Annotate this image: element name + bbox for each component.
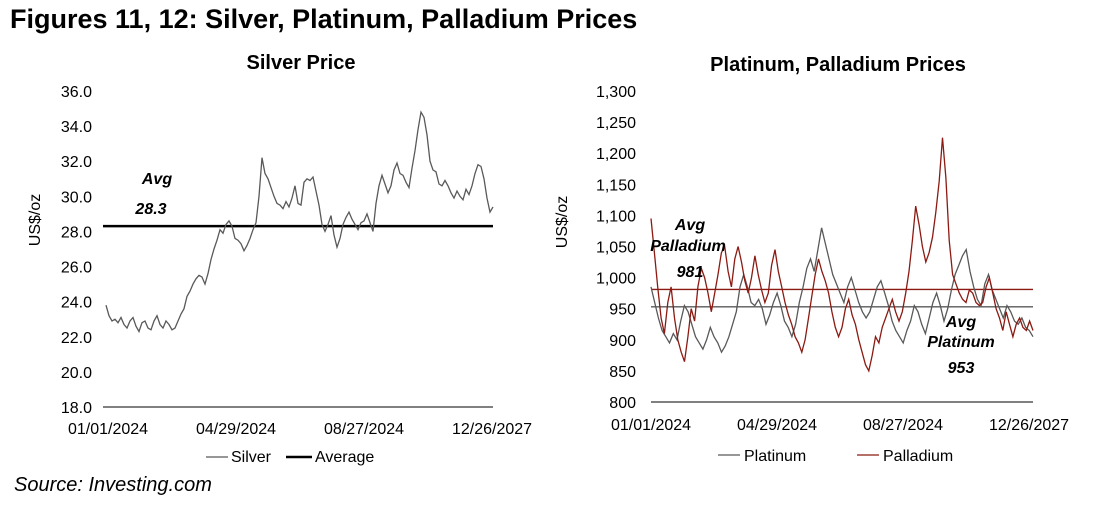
platinum-series-line [650,227,1034,354]
legend-label-platinum: Platinum [744,448,806,465]
pgm-y-tick-label: 1,100 [596,208,636,225]
silver-chart-title: Silver Price [247,52,356,74]
palladium-series-line [650,137,1034,373]
pgm-y-tick-label: 1,050 [596,240,636,257]
pgm-y-ticks: 800 850 900 950 1,000 1,050 1,100 1,150 1,200 1,2… [596,84,636,412]
pgm-x-tick-label: 04/29/2024 [737,417,817,434]
legend-label-silver: Silver [231,449,272,466]
pgm-y-tick-label: 850 [609,364,636,381]
legend-label-palladium: Palladium [883,448,953,465]
pgm-y-tick-label: 950 [609,302,636,319]
silver-x-tick-label: 12/26/2027 [452,421,532,438]
silver-avg-annotation-label: Avg [141,171,172,188]
pgm-y-axis-label: US$/oz [554,196,571,248]
silver-y-tick-label: 30.0 [61,189,92,206]
pgm-chart-title: Platinum, Palladium Prices [710,54,966,76]
silver-x-ticks: 01/01/2024 04/29/2024 08/27/2024 12/26/2027 [68,421,532,438]
pgm-y-tick-label: 1,250 [596,115,636,132]
silver-chart: Silver Price US$/oz 18.0 20.0 22.0 24.0 26.0… [27,52,532,466]
silver-y-tick-label: 26.0 [61,260,92,277]
silver-y-ticks: 18.0 20.0 22.0 24.0 26.0 28.0 30.0 32.0 34.0 36.0 [61,84,92,417]
pgm-y-tick-label: 900 [609,333,636,350]
palladium-avg-annotation-label: Avg [674,217,705,234]
silver-y-tick-label: 18.0 [61,400,92,417]
pgm-x-ticks: 01/01/2024 04/29/2024 08/27/2024 12/26/2027 [611,417,1069,434]
platinum-avg-annotation-name: Platinum [927,334,995,351]
silver-avg-annotation-value: 28.3 [134,201,166,218]
pgm-y-tick-label: 1,000 [596,271,636,288]
pgm-x-tick-label: 08/27/2024 [863,417,943,434]
silver-x-tick-label: 01/01/2024 [68,421,148,438]
palladium-avg-annotation-name: Palladium [650,238,726,255]
silver-series-line [105,110,494,334]
source-note: Source: Investing.com [14,474,212,496]
silver-y-tick-label: 36.0 [61,84,92,101]
silver-y-axis-label: US$/oz [27,194,44,246]
palladium-avg-annotation-value: 981 [677,264,704,281]
pgm-y-tick-label: 1,200 [596,146,636,163]
pgm-x-tick-label: 12/26/2027 [989,417,1069,434]
silver-x-tick-label: 04/29/2024 [196,421,276,438]
pgm-chart: Platinum, Palladium Prices US$/oz 800 850… [554,54,1069,465]
silver-y-tick-label: 28.0 [61,224,92,241]
silver-y-tick-label: 32.0 [61,154,92,171]
figure-title: Figures 11, 12: Silver, Platinum, Pallad… [10,4,638,34]
silver-x-tick-label: 08/27/2024 [324,421,404,438]
pgm-y-tick-label: 800 [609,395,636,412]
pgm-x-tick-label: 01/01/2024 [611,417,691,434]
legend-label-average: Average [315,449,374,466]
silver-y-tick-label: 24.0 [61,295,92,312]
platinum-avg-annotation-label: Avg [945,314,976,331]
silver-y-tick-label: 20.0 [61,365,92,382]
pgm-y-tick-label: 1,300 [596,84,636,101]
silver-y-tick-label: 34.0 [61,119,92,136]
pgm-y-tick-label: 1,150 [596,177,636,194]
silver-y-tick-label: 22.0 [61,330,92,347]
platinum-avg-annotation-value: 953 [948,360,975,377]
